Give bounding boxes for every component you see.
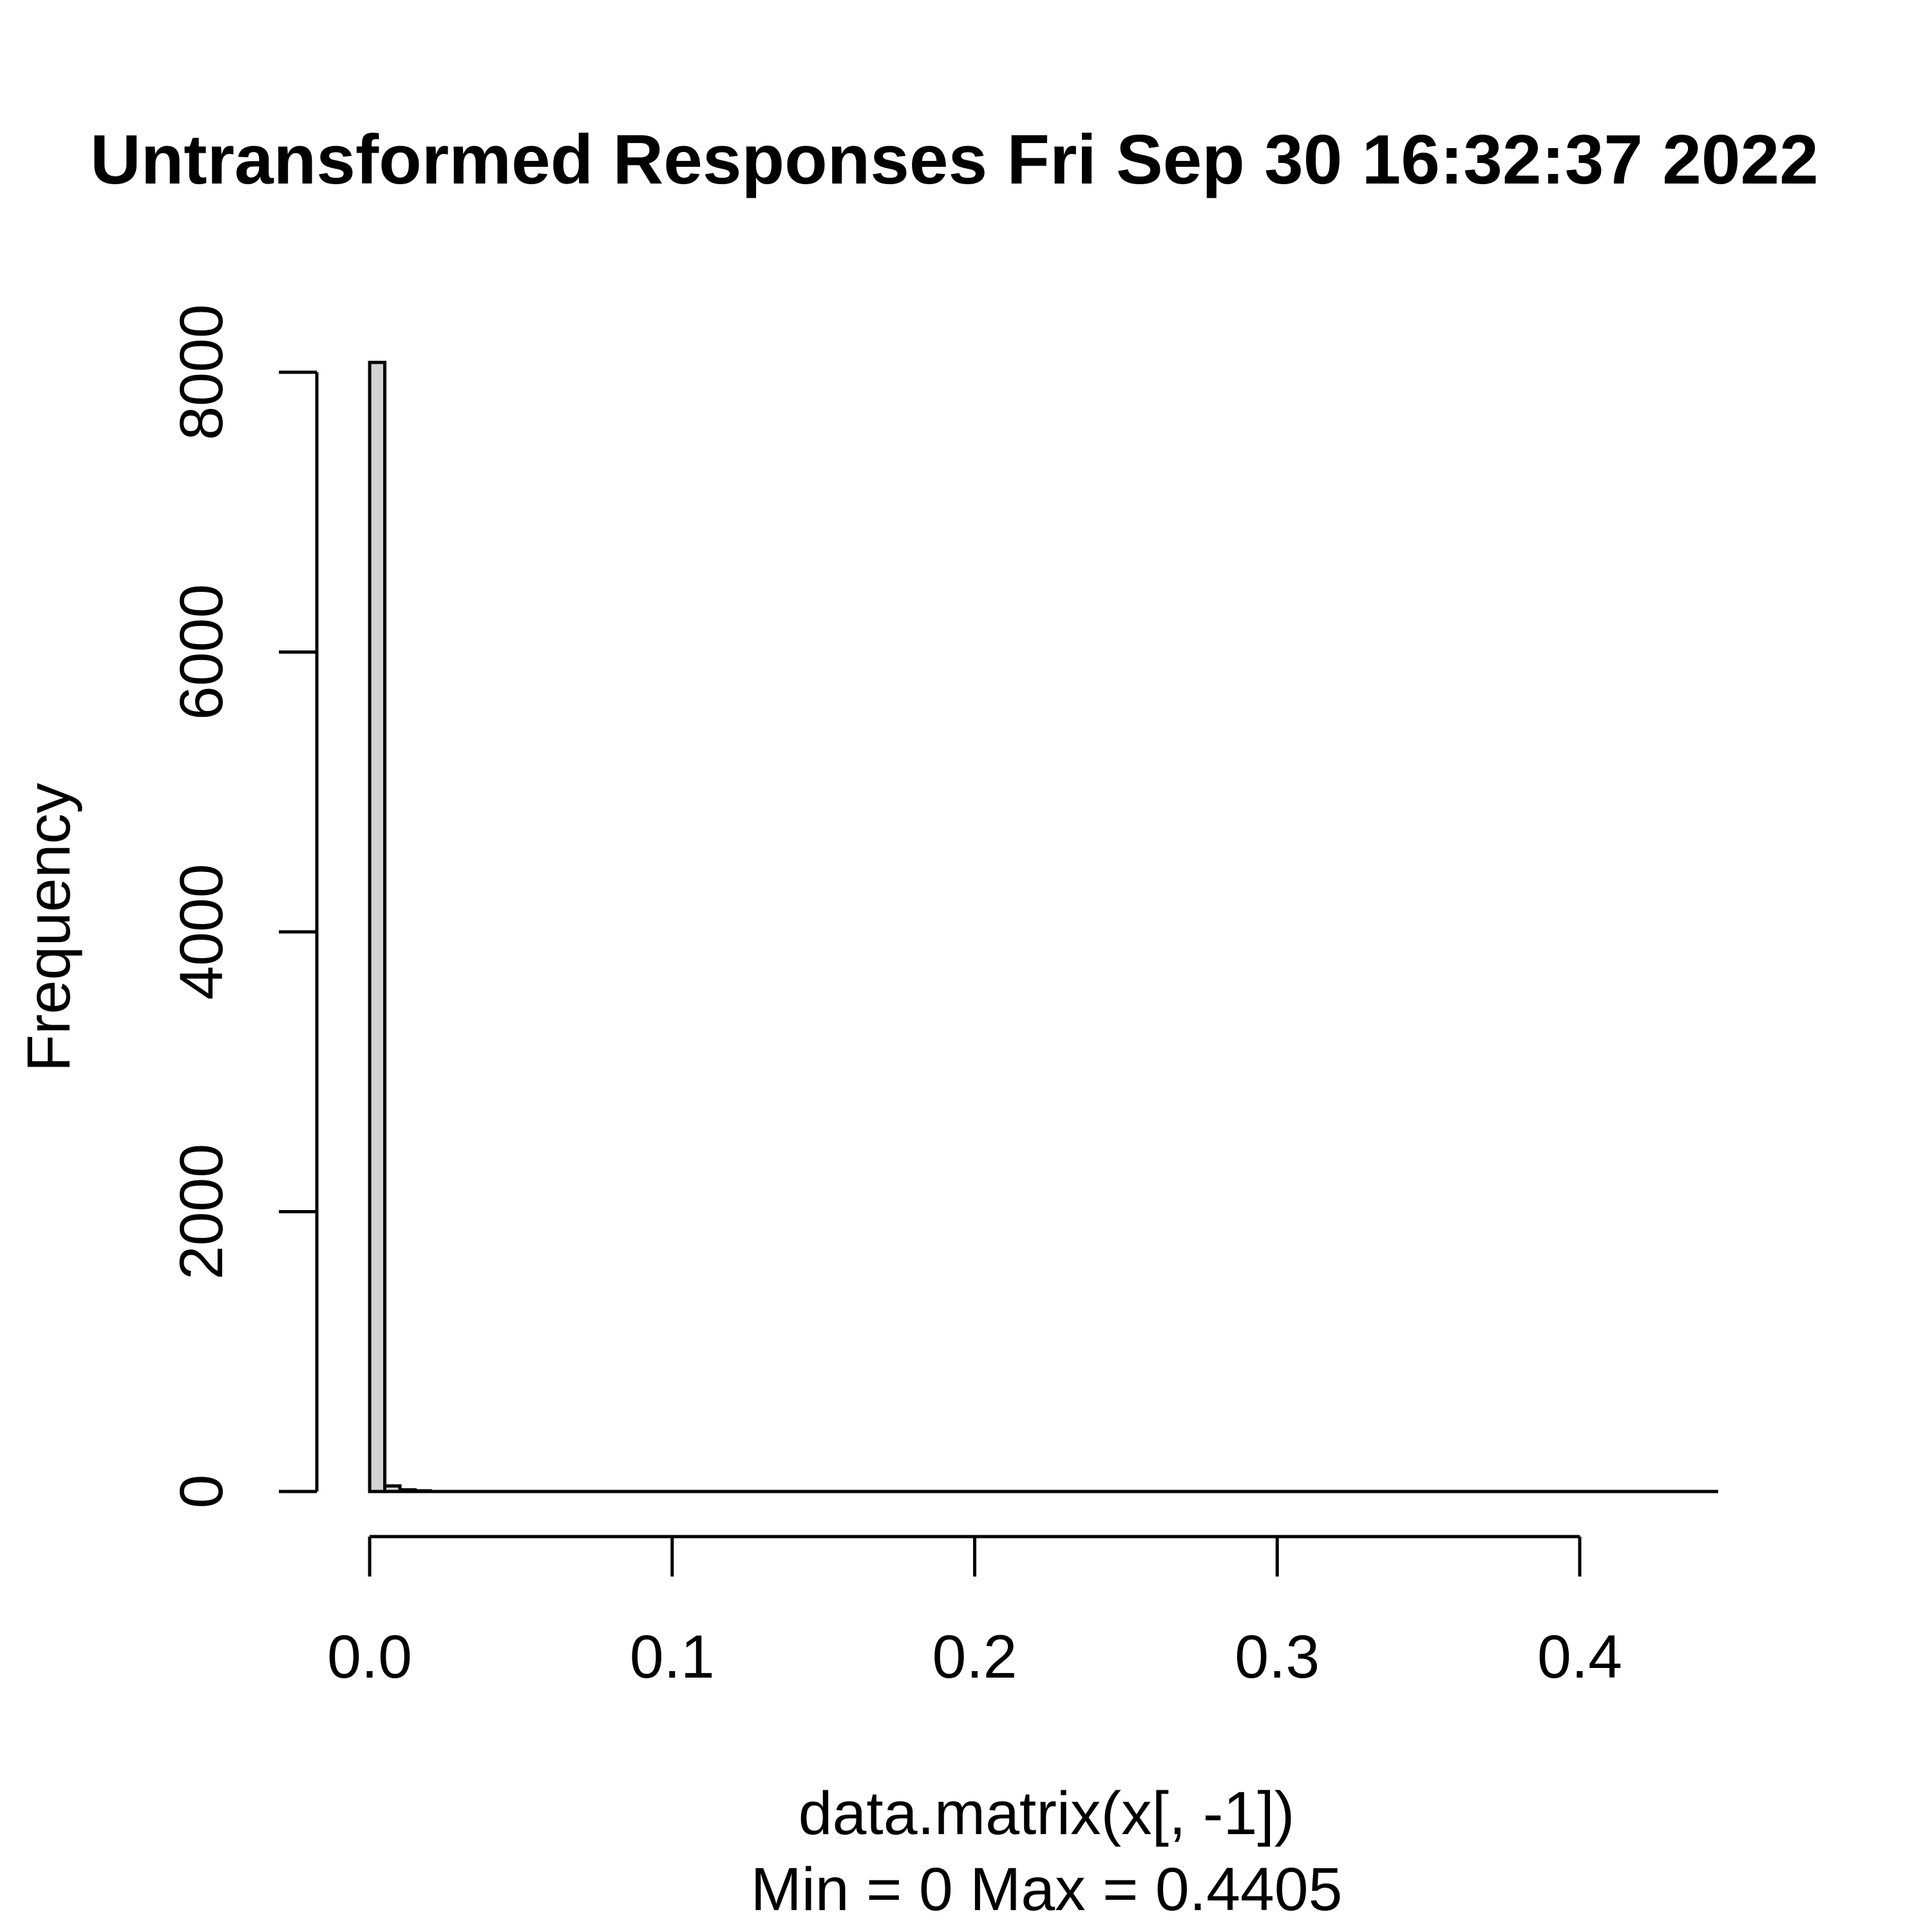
x-axis-subtitle-min-max: Min = 0 Max = 0.4405 [751,1855,1343,1924]
chart-title: Untransformed Responses Fri Sep 30 16:32… [90,120,1819,199]
x-tick-label: 0.4 [1537,1623,1622,1691]
x-axis-title: data.matrix(x[, -1]) [799,1779,1295,1848]
y-axis: 0 2000 4000 6000 8000 [167,304,319,1509]
x-tick-label: 0.3 [1235,1623,1320,1691]
y-axis-title: Frequency [15,782,83,1072]
x-axis: 0.0 0.1 0.2 0.3 0.4 [327,1535,1622,1691]
y-tick-label: 6000 [167,584,236,720]
histogram-bar [368,361,386,1493]
x-tick-label: 0.0 [327,1623,412,1691]
x-tick-label: 0.1 [630,1623,715,1691]
y-tick-label: 0 [167,1475,236,1509]
y-tick-label: 8000 [167,304,236,440]
y-tick-label: 2000 [167,1144,236,1280]
y-tick-label: 4000 [167,864,236,999]
x-tick-label: 0.2 [932,1623,1017,1691]
